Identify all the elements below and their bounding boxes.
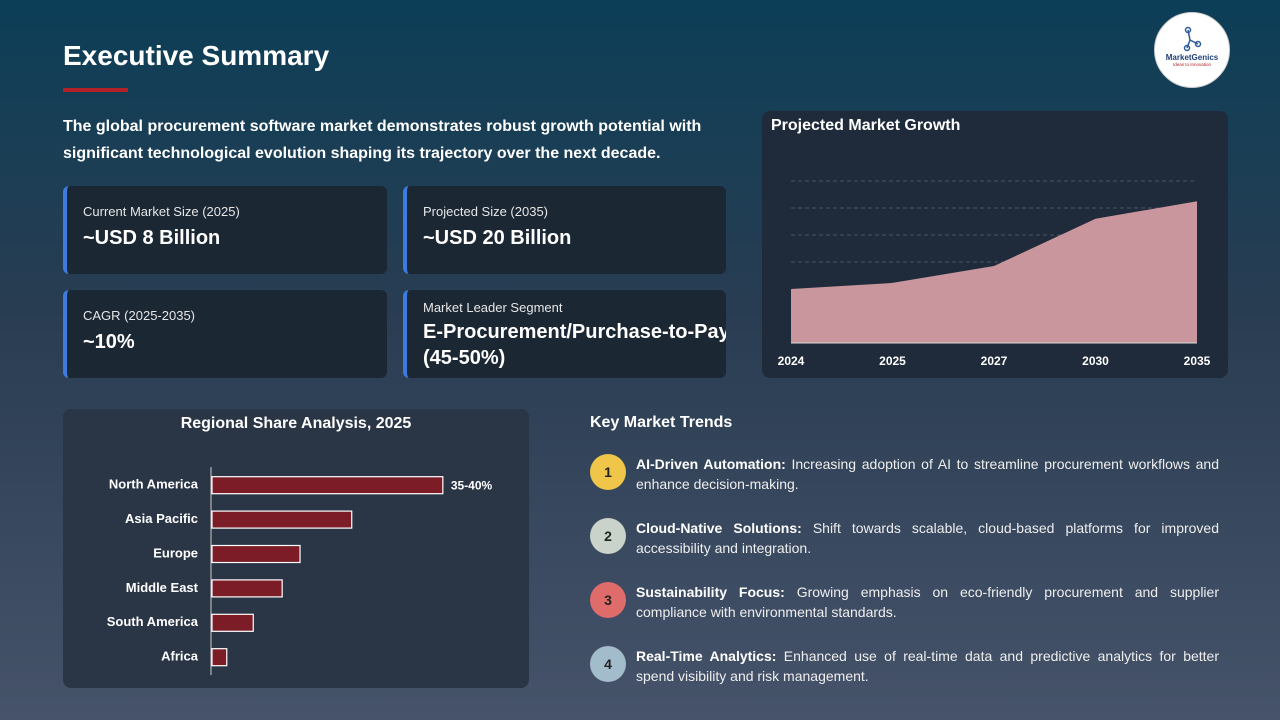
trend-number: 1 xyxy=(590,454,626,490)
metric-label: CAGR (2025-2035) xyxy=(83,308,195,323)
logo: MarketGenics Ideas to Innovation xyxy=(1154,12,1230,88)
metric-label: Current Market Size (2025) xyxy=(83,204,240,219)
intro-text: The global procurement software market d… xyxy=(63,118,702,162)
y-tick-label: Europe xyxy=(153,545,198,560)
x-tick-label: 2027 xyxy=(981,354,1008,368)
y-tick-label: Asia Pacific xyxy=(125,511,198,526)
trend-text: Sustainability Focus: Growing emphasis o… xyxy=(636,582,1219,622)
metric-value: ~USD 8 Billion xyxy=(83,227,221,249)
metric-value: E-Procurement/Purchase-to-Pay (45-50%) xyxy=(423,321,726,369)
trend-title: Cloud-Native Solutions: xyxy=(636,520,802,536)
x-tick-label: 2030 xyxy=(1082,354,1109,368)
logo-icon xyxy=(1183,26,1202,52)
title-underline xyxy=(63,88,128,92)
trend-item: 4 Real-Time Analytics: Enhanced use of re… xyxy=(590,646,1220,686)
trend-item: 3 Sustainability Focus: Growing emphasis … xyxy=(590,582,1220,622)
x-tick-label: 2024 xyxy=(778,354,805,368)
trend-number: 3 xyxy=(590,582,626,618)
trend-number: 4 xyxy=(590,646,626,682)
y-tick-label: South America xyxy=(107,614,199,629)
y-tick-label: Africa xyxy=(161,649,199,664)
metric-label: Projected Size (2035) xyxy=(423,204,549,219)
metric-card: CAGR (2025-2035) ~10% xyxy=(63,290,387,378)
trend-desc: Growing emphasis on eco-friendly procure… xyxy=(636,584,1219,620)
y-tick-label: North America xyxy=(109,477,199,492)
bar xyxy=(211,476,444,495)
bar xyxy=(211,613,254,632)
bar xyxy=(211,579,283,598)
trend-item: 1 AI-Driven Automation: Increasing adopti… xyxy=(590,454,1220,494)
trend-title: AI-Driven Automation: xyxy=(636,456,786,472)
trend-text: AI-Driven Automation: Increasing adoptio… xyxy=(636,454,1219,494)
x-tick-label: 2025 xyxy=(879,354,906,368)
metric-value: ~USD 20 Billion xyxy=(423,227,572,249)
trend-title: Sustainability Focus: xyxy=(636,584,785,600)
metric-card: Current Market Size (2025) ~USD 8 Billio… xyxy=(63,186,387,274)
bar xyxy=(211,510,353,529)
value-label: 35-40% xyxy=(451,478,493,492)
chart-title: Regional Share Analysis, 2025 xyxy=(181,415,412,432)
area xyxy=(791,201,1197,343)
chart-title: Projected Market Growth xyxy=(771,117,960,134)
x-tick-label: 2035 xyxy=(1184,354,1211,368)
trend-title: Real-Time Analytics: xyxy=(636,648,777,664)
trends-title: Key Market Trends xyxy=(590,414,733,431)
logo-tagline: Ideas to Innovation xyxy=(1173,62,1212,67)
trend-text: Cloud-Native Solutions: Shift towards sc… xyxy=(636,518,1219,558)
trend-item: 2 Cloud-Native Solutions: Shift towards s… xyxy=(590,518,1220,558)
metric-card: Market Leader Segment E-Procurement/Purc… xyxy=(403,290,726,378)
metric-label: Market Leader Segment xyxy=(423,300,563,315)
logo-art: MarketGenics Ideas to Innovation xyxy=(1166,26,1219,67)
metric-value: ~10% xyxy=(83,331,135,353)
trend-desc: Increasing adoption of AI to streamline … xyxy=(636,456,1219,492)
bar xyxy=(211,544,301,564)
trend-number: 2 xyxy=(590,518,626,554)
trend-text: Real-Time Analytics: Enhanced use of rea… xyxy=(636,646,1219,686)
logo-name: MarketGenics xyxy=(1166,53,1219,62)
y-tick-label: Middle East xyxy=(126,580,199,595)
metric-card: Projected Size (2035) ~USD 20 Billion xyxy=(403,186,726,274)
trend-desc: Shift towards scalable, cloud-based plat… xyxy=(636,520,1219,556)
trend-desc: Enhanced use of real-time data and predi… xyxy=(636,648,1219,684)
bar xyxy=(211,648,228,667)
page-title: Executive Summary xyxy=(63,40,330,71)
